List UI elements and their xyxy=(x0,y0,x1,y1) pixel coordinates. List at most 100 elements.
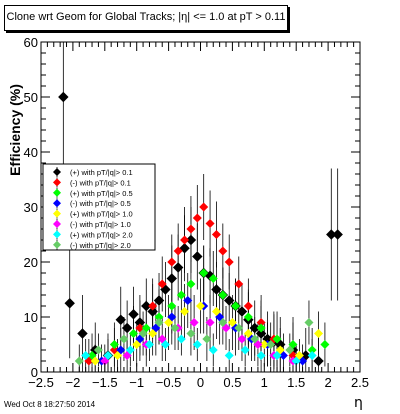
x-tick-label: 1 xyxy=(261,375,268,390)
data-point xyxy=(208,274,218,283)
legend-marker xyxy=(53,230,61,239)
legend-marker xyxy=(53,220,61,228)
data-point xyxy=(64,298,75,309)
data-point xyxy=(199,202,209,212)
data-point xyxy=(256,323,266,333)
legend-label: (+) with pT/|q|> 1.0 xyxy=(70,210,133,219)
data-point xyxy=(227,318,237,327)
data-point xyxy=(234,323,244,333)
legend-box xyxy=(42,163,156,251)
data-point xyxy=(256,318,266,327)
data-point xyxy=(218,290,228,300)
data-point xyxy=(186,224,196,234)
data-point xyxy=(148,301,158,311)
data-point xyxy=(205,219,215,228)
data-point xyxy=(186,329,196,338)
data-point xyxy=(180,235,190,245)
data-point xyxy=(313,355,324,367)
data-point xyxy=(243,301,253,311)
data-point xyxy=(132,340,142,349)
title-box: Clone wrt Geom for Global Tracks; |η| <=… xyxy=(4,5,288,31)
data-point xyxy=(255,328,267,339)
y-tick-label: 60 xyxy=(24,35,38,50)
data-point xyxy=(205,318,215,327)
data-point xyxy=(224,257,234,267)
data-point xyxy=(160,340,170,349)
data-point xyxy=(285,345,295,355)
legend-label: (-) with pT/|q|> 1.0 xyxy=(70,220,131,229)
data-point xyxy=(109,340,119,349)
data-point xyxy=(167,301,177,311)
data-point xyxy=(199,268,209,278)
legend-label: (-) with pT/|q|> 2.0 xyxy=(70,241,131,250)
data-point xyxy=(218,246,228,256)
data-point xyxy=(93,345,103,355)
data-point xyxy=(167,257,177,267)
x-tick-label: −1 xyxy=(129,375,144,390)
data-point xyxy=(272,334,282,344)
data-point xyxy=(240,345,250,355)
data-point xyxy=(224,351,234,360)
data-point xyxy=(291,356,301,366)
data-point xyxy=(332,229,343,240)
data-point xyxy=(208,345,218,355)
data-point xyxy=(154,318,164,327)
legend-marker xyxy=(53,178,61,187)
data-point xyxy=(113,351,123,360)
data-point xyxy=(103,351,113,360)
x-tick-label: −0.5 xyxy=(156,375,182,390)
data-point xyxy=(77,328,88,339)
legend-label: (-) with pT/|q|> 0.5 xyxy=(70,199,131,208)
data-point xyxy=(272,351,282,360)
data-point xyxy=(192,251,203,262)
data-point xyxy=(192,340,202,349)
legend-label: (+) with pT/|q|> 2.0 xyxy=(70,230,133,239)
x-tick-label: 0 xyxy=(197,375,204,390)
data-point xyxy=(81,351,91,360)
data-point xyxy=(148,329,158,338)
legend-label: (-) with pT/|q|> 0.1 xyxy=(70,178,131,187)
data-point xyxy=(90,356,100,366)
y-axis-label: Efficiency (%) xyxy=(7,84,23,176)
data-point xyxy=(211,307,221,316)
data-point xyxy=(211,230,221,239)
data-point xyxy=(307,345,317,355)
y-tick-label: 0 xyxy=(31,365,38,380)
data-point xyxy=(314,329,324,338)
legend-marker xyxy=(53,188,61,197)
legend-marker xyxy=(53,209,61,218)
y-tick-label: 10 xyxy=(24,310,38,325)
data-point xyxy=(250,334,260,344)
data-point xyxy=(141,300,152,312)
data-point xyxy=(196,301,205,311)
x-axis-label: η xyxy=(354,395,363,411)
timestamp: Wed Oct 8 18:27:50 2014 xyxy=(4,400,96,409)
data-point xyxy=(185,234,197,246)
data-point xyxy=(173,246,183,256)
data-point xyxy=(147,306,158,317)
data-point xyxy=(256,351,266,360)
data-point xyxy=(164,318,174,327)
x-tick-label: 1.5 xyxy=(287,375,305,390)
data-point xyxy=(304,318,314,327)
data-point xyxy=(154,312,164,322)
legend-marker xyxy=(53,199,61,208)
data-point xyxy=(234,279,244,289)
data-point xyxy=(237,334,247,344)
data-point xyxy=(128,309,139,320)
data-point xyxy=(138,329,148,338)
chart-title: Clone wrt Geom for Global Tracks; |η| <=… xyxy=(6,11,286,23)
data-point xyxy=(189,318,199,327)
data-point xyxy=(236,306,248,317)
data-point xyxy=(253,340,263,349)
data-point xyxy=(129,329,139,338)
y-tick-label: 20 xyxy=(24,255,38,270)
legend-marker xyxy=(53,240,61,249)
data-point xyxy=(153,295,165,306)
data-point xyxy=(224,295,235,306)
data-point xyxy=(172,262,184,273)
data-point xyxy=(170,323,180,333)
data-point xyxy=(192,213,202,223)
data-point xyxy=(243,312,253,322)
